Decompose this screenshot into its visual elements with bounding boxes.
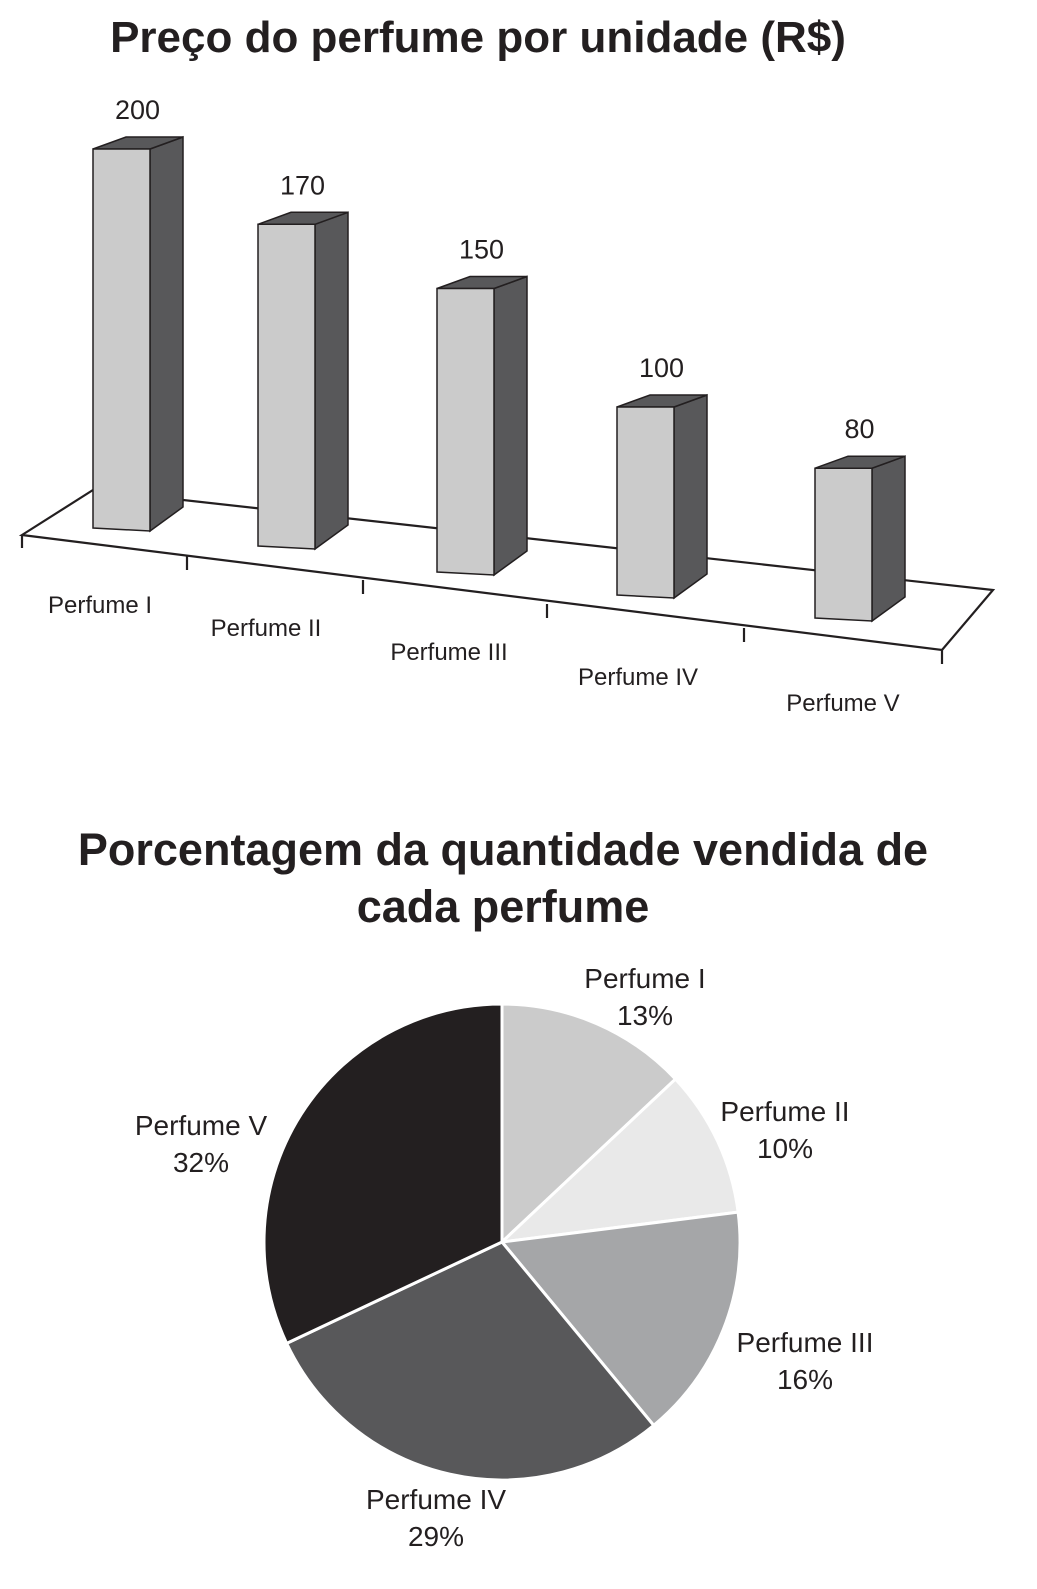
bar-front: [616, 406, 675, 599]
bar: [257, 211, 349, 551]
category-label: Perfume II: [211, 615, 322, 642]
category-label: Perfume V: [786, 690, 899, 717]
pie-slice-labels: Perfume I 13% Perfume II 10% Perfume III 16% P…: [135, 963, 874, 1552]
bar-data-labels: 200 170 150 100 80: [115, 95, 875, 444]
bar-chart: Preço do perfume por unidade (R$) 200 170…: [18, 13, 996, 717]
bar-category-labels: Perfume I Perfume II Perfume III Perfume IV…: [48, 592, 900, 717]
bar-side: [314, 211, 349, 551]
bar-front: [436, 287, 495, 576]
pie-slice: [500, 1077, 740, 1244]
slice-percent-label: 10%: [757, 1133, 813, 1164]
slice-percent-label: 13%: [617, 1000, 673, 1031]
bar-side: [149, 135, 184, 533]
bars: [92, 135, 906, 623]
bar: [436, 275, 528, 577]
pie-chart-title-line-2: cada perfume: [357, 881, 650, 932]
slice-name-label: Perfume II: [720, 1096, 849, 1127]
pie-slice: [262, 1002, 504, 1345]
bar-value-label: 80: [844, 414, 874, 444]
bar-side: [493, 275, 528, 577]
bar-value-label: 200: [115, 95, 160, 125]
category-label: Perfume IV: [578, 664, 698, 691]
bar-chart-title: Preço do perfume por unidade (R$): [110, 13, 846, 62]
pie-slice: [500, 1210, 742, 1427]
bar-value-label: 170: [280, 170, 325, 200]
slice-name-label: Perfume V: [135, 1110, 268, 1141]
pie-chart-title-line-1: Porcentagem da quantidade vendida de: [78, 824, 928, 875]
slice-percent-label: 16%: [777, 1364, 833, 1395]
category-label: Perfume I: [48, 592, 152, 619]
floor-ticks: [20, 535, 944, 664]
slice-name-label: Perfume III: [737, 1327, 874, 1358]
slice-name-label: Perfume IV: [366, 1484, 506, 1515]
pie-slices: [262, 1002, 742, 1482]
bar: [814, 455, 906, 623]
pie-slice: [500, 1002, 677, 1244]
slice-percent-label: 32%: [173, 1147, 229, 1178]
bar-side: [871, 455, 906, 623]
slice-name-label: Perfume I: [584, 963, 705, 994]
bar-value-label: 150: [459, 235, 504, 265]
bar: [92, 135, 184, 533]
bar-front: [92, 148, 151, 532]
pie-chart: Porcentagem da quantidade vendida de cad…: [78, 824, 928, 1552]
slice-percent-label: 29%: [408, 1521, 464, 1552]
bar-value-label: 100: [639, 353, 684, 383]
bar-front: [814, 467, 873, 622]
bar: [616, 393, 708, 600]
bar-side: [673, 393, 708, 600]
bar-front: [257, 223, 316, 550]
category-label: Perfume III: [390, 639, 507, 666]
